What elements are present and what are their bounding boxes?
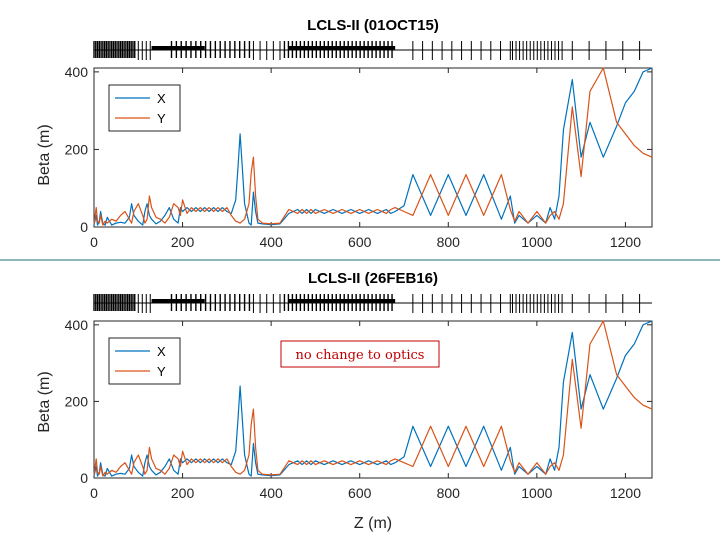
x-tick-label: 200 xyxy=(171,485,195,501)
series-line-y xyxy=(93,320,653,477)
legend-box xyxy=(108,337,181,385)
lattice-magnet-block xyxy=(151,299,205,303)
x-tick-label: 1200 xyxy=(610,234,641,250)
x-tick-label: 1000 xyxy=(521,234,552,250)
x-tick-label: 400 xyxy=(259,485,283,501)
plot-area-frame xyxy=(93,67,653,228)
annotation-box: no change to optics xyxy=(280,340,440,368)
chart-bottom-xlabel: Z (m) xyxy=(354,515,392,532)
x-tick-label: 800 xyxy=(437,485,461,501)
legend-label-x: X xyxy=(157,344,166,359)
x-tick-label: 1200 xyxy=(610,485,641,501)
y-tick-label: 200 xyxy=(65,141,89,157)
chart-bottom-legend: X Y xyxy=(108,337,181,385)
legend-label-y: Y xyxy=(157,364,166,379)
annotation-border xyxy=(280,340,440,368)
chart-top-title: LCLS-II (01OCT15) xyxy=(307,17,439,34)
x-tick-label: 0 xyxy=(90,485,98,501)
annotation-text: no change to optics xyxy=(296,348,425,363)
x-tick-label: 600 xyxy=(348,485,372,501)
lattice-magnet-block xyxy=(288,46,396,50)
chart-top-series xyxy=(93,67,653,226)
x-tick-label: 400 xyxy=(259,234,283,250)
y-tick-label: 0 xyxy=(80,470,88,486)
series-line-y xyxy=(93,67,653,226)
legend-box xyxy=(108,84,181,132)
x-tick-label: 200 xyxy=(171,234,195,250)
chart-bottom-series xyxy=(93,320,653,477)
x-tick-label: 600 xyxy=(348,234,372,250)
y-tick-label: 400 xyxy=(65,64,89,80)
series-line-x xyxy=(93,320,653,477)
lattice-magnet-block xyxy=(151,46,205,50)
chart-top-lattice xyxy=(93,41,652,60)
y-tick-label: 0 xyxy=(80,219,88,235)
x-tick-label: 800 xyxy=(437,234,461,250)
chart-bottom-title: LCLS-II (26FEB16) xyxy=(308,270,438,287)
x-tick-label: 0 xyxy=(90,234,98,250)
legend-label-x: X xyxy=(157,91,166,106)
chart-bottom-lattice xyxy=(93,294,652,313)
chart-bottom-ylabel: Beta (m) xyxy=(36,371,53,432)
chart-bottom-axes: 0 200 400 600 800 1000 1200 0 200 400 xyxy=(65,317,653,501)
series-line-x xyxy=(93,67,653,226)
chart-top-axes: 0 200 400 600 800 1000 1200 0 200 400 xyxy=(65,64,653,250)
chart-top-ylabel: Beta (m) xyxy=(36,124,53,185)
plot-area-frame xyxy=(93,320,653,479)
x-tick-label: 1000 xyxy=(521,485,552,501)
chart-top: LCLS-II (01OCT15) 0 200 400 600 800 1000 12000… xyxy=(36,17,653,250)
chart-bottom: LCLS-II (26FEB16) 0 200 400 600 800 1000 12000… xyxy=(36,270,653,532)
chart-top-legend: X Y xyxy=(108,84,181,132)
y-tick-label: 200 xyxy=(65,393,89,409)
lattice-magnet-block xyxy=(288,299,396,303)
legend-label-y: Y xyxy=(157,111,166,126)
y-tick-label: 400 xyxy=(65,317,89,333)
